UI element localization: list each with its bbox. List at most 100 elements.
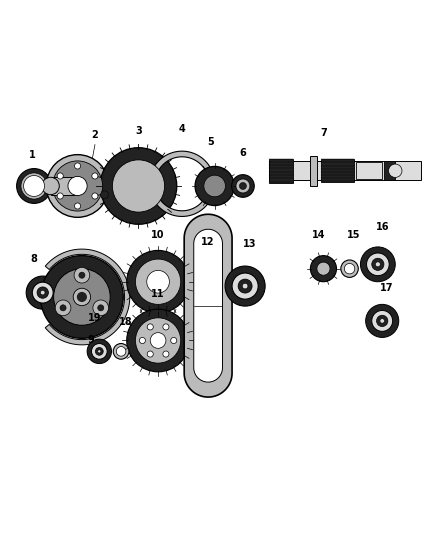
Text: 3: 3 <box>135 126 142 136</box>
Circle shape <box>74 203 81 209</box>
Text: 4: 4 <box>179 124 185 134</box>
Circle shape <box>41 256 123 338</box>
Circle shape <box>366 304 399 337</box>
Circle shape <box>73 288 91 305</box>
Circle shape <box>317 262 330 275</box>
Circle shape <box>113 344 129 359</box>
Text: 1: 1 <box>28 150 35 160</box>
Circle shape <box>98 305 104 311</box>
Circle shape <box>26 276 59 309</box>
Circle shape <box>100 148 177 224</box>
Circle shape <box>98 350 101 353</box>
Text: 13: 13 <box>243 239 256 249</box>
Circle shape <box>37 287 48 298</box>
Circle shape <box>171 337 177 344</box>
Circle shape <box>135 318 181 363</box>
Text: 9: 9 <box>87 335 94 345</box>
Text: 5: 5 <box>207 137 214 147</box>
Text: 11: 11 <box>151 289 165 299</box>
Text: 15: 15 <box>347 230 360 240</box>
Bar <box>269 158 293 183</box>
Circle shape <box>42 177 59 195</box>
Circle shape <box>55 300 71 316</box>
Circle shape <box>113 160 165 212</box>
Text: 14: 14 <box>312 230 326 240</box>
Circle shape <box>225 266 265 306</box>
Polygon shape <box>184 214 232 397</box>
Text: 17: 17 <box>380 282 393 293</box>
Circle shape <box>135 259 181 304</box>
Bar <box>321 159 354 182</box>
Circle shape <box>375 262 380 266</box>
Circle shape <box>360 247 395 282</box>
Polygon shape <box>194 229 223 382</box>
Circle shape <box>380 319 385 323</box>
Circle shape <box>367 253 389 276</box>
Circle shape <box>195 166 234 206</box>
Circle shape <box>150 333 166 349</box>
Circle shape <box>32 282 53 303</box>
Circle shape <box>93 300 109 316</box>
Circle shape <box>242 284 248 289</box>
Circle shape <box>74 163 81 169</box>
Circle shape <box>139 337 145 344</box>
Circle shape <box>147 324 153 330</box>
Text: 16: 16 <box>375 222 389 232</box>
Circle shape <box>101 191 109 199</box>
Circle shape <box>232 175 254 197</box>
Text: 6: 6 <box>240 148 246 158</box>
Bar <box>385 161 395 180</box>
Circle shape <box>57 173 63 179</box>
Text: 18: 18 <box>119 318 132 327</box>
Circle shape <box>17 168 51 204</box>
Circle shape <box>240 182 247 189</box>
Circle shape <box>92 344 107 359</box>
Text: 12: 12 <box>201 237 215 247</box>
Text: 7: 7 <box>320 128 327 138</box>
Text: 8: 8 <box>31 254 38 264</box>
Circle shape <box>377 315 388 327</box>
Circle shape <box>127 251 189 313</box>
Polygon shape <box>45 249 130 345</box>
Circle shape <box>147 270 170 293</box>
Circle shape <box>147 351 153 357</box>
Bar <box>50 177 78 195</box>
Circle shape <box>53 161 102 211</box>
Circle shape <box>53 269 110 325</box>
Circle shape <box>238 279 252 293</box>
Circle shape <box>60 305 66 311</box>
Text: 19: 19 <box>88 313 102 323</box>
Circle shape <box>24 175 45 197</box>
Circle shape <box>116 346 126 356</box>
Polygon shape <box>149 151 214 216</box>
Circle shape <box>236 179 250 193</box>
Circle shape <box>344 263 355 274</box>
Circle shape <box>21 173 47 199</box>
Circle shape <box>68 176 87 196</box>
Circle shape <box>46 155 109 217</box>
Circle shape <box>87 339 112 364</box>
Circle shape <box>95 348 103 356</box>
Circle shape <box>163 351 169 357</box>
Circle shape <box>78 293 86 301</box>
Circle shape <box>92 173 98 179</box>
Circle shape <box>372 310 392 332</box>
Bar <box>269 161 421 180</box>
Circle shape <box>79 272 85 278</box>
Circle shape <box>163 324 169 330</box>
Circle shape <box>127 309 189 372</box>
Circle shape <box>232 273 258 299</box>
Circle shape <box>311 256 336 282</box>
Bar <box>311 156 317 185</box>
Text: 2: 2 <box>92 130 99 140</box>
Circle shape <box>40 290 45 295</box>
Circle shape <box>204 175 226 197</box>
Circle shape <box>341 260 358 277</box>
Circle shape <box>372 258 384 270</box>
Circle shape <box>74 268 90 283</box>
Circle shape <box>57 193 63 199</box>
Circle shape <box>389 164 402 177</box>
Circle shape <box>92 193 98 199</box>
Bar <box>356 162 382 180</box>
Text: 10: 10 <box>151 230 165 240</box>
